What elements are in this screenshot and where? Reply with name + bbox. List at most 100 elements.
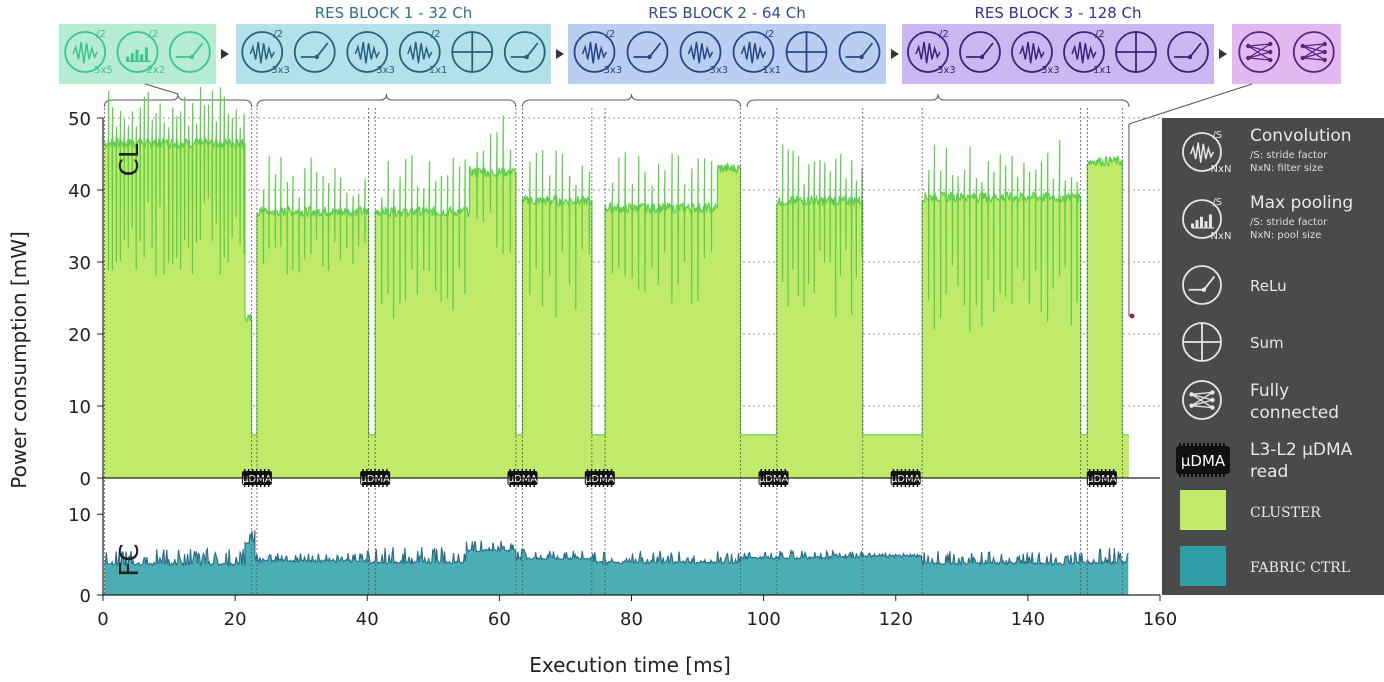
legend-sub: /S: stride factor	[1250, 150, 1328, 161]
icon-ring	[1292, 31, 1335, 73]
flow-arrow	[556, 49, 564, 59]
legend-sub: NxN: filter size	[1250, 163, 1323, 174]
flow-arrow	[891, 49, 899, 59]
fc-node	[1210, 397, 1215, 403]
conv-icon: 3x3	[1011, 31, 1060, 76]
wave-glyph	[407, 41, 433, 64]
dma-label: µDMA	[1087, 474, 1117, 485]
icon-ring	[626, 31, 669, 73]
legend-title: CLUSTER	[1250, 505, 1321, 521]
relu-icon	[838, 31, 881, 73]
legend: /S NxN Convolution/S: stride factor NxN: fi…	[1162, 118, 1384, 595]
fc-edge	[1302, 45, 1325, 53]
cluster-line	[103, 86, 1129, 436]
fc-marker-dot	[1129, 313, 1135, 319]
icon-ring	[959, 31, 1001, 73]
conv-icon: /S NxN	[1182, 130, 1232, 175]
wave-glyph	[581, 41, 608, 64]
legend-title: Fully	[1250, 381, 1289, 401]
conv-icon: /2 3x3	[241, 29, 290, 76]
fc-node	[1268, 49, 1273, 55]
legend-title: ReLu	[1250, 277, 1287, 295]
size-label: NxN	[1211, 164, 1232, 175]
y-axis-label: Power consumption [mW]	[7, 231, 31, 489]
network-diagram: /2 5x5/2 2x2 RES BLOCK 1 - 32 Ch/2 3x3 3x3/2 1…	[59, 4, 1341, 84]
size-label: 3x3	[376, 65, 395, 76]
block-res2: RES BLOCK 2 - 64 Ch/2 3x3 3x3/2 1x1	[568, 4, 886, 84]
x-tick-label: 20	[224, 609, 247, 630]
dma-icon: µDMA	[1176, 443, 1230, 477]
fc-edge	[1247, 43, 1271, 59]
dma-label: µDMA	[360, 474, 390, 485]
icon-ring	[1182, 199, 1222, 239]
stride-label: /2	[431, 29, 441, 40]
fc-node	[1300, 55, 1305, 61]
legend-title: FABRIC CTRL	[1250, 560, 1350, 576]
size-label: 3x3	[1041, 65, 1060, 76]
sum-icon	[785, 31, 828, 73]
block-stem: /2 5x5/2 2x2	[59, 24, 216, 84]
x-tick-label: 140	[1011, 609, 1045, 630]
cluster-panel: CL	[103, 86, 1160, 478]
fc-edge	[1302, 57, 1325, 61]
y-tick-label: 30	[68, 253, 91, 274]
relu-dot	[314, 54, 319, 60]
fc-node	[1268, 41, 1273, 47]
brace	[521, 93, 742, 108]
fc-node	[1210, 390, 1215, 395]
bar-glyph	[130, 53, 134, 62]
relu-dot	[1187, 54, 1193, 60]
pool-icon: /2 2x2	[116, 29, 166, 76]
fc-node	[1246, 55, 1251, 61]
fc-icon	[1292, 31, 1335, 73]
wave-glyph	[1071, 41, 1097, 64]
icon-ring	[241, 31, 284, 73]
relu-icon	[293, 31, 336, 73]
fc-connector	[1128, 83, 1253, 125]
stride-label: /S	[1212, 130, 1222, 141]
size-label: 2x2	[147, 65, 166, 76]
cluster-swatch	[1180, 490, 1226, 530]
icon-ring	[116, 31, 159, 73]
icon-ring	[346, 31, 389, 73]
icon-ring	[1238, 31, 1281, 73]
x-tick-label: 60	[488, 609, 511, 630]
y-tick-label: 40	[68, 181, 91, 202]
fc-edge	[1248, 57, 1271, 61]
sum-icon	[451, 31, 494, 73]
stride-label: /2	[1095, 29, 1105, 40]
relu-dot	[189, 54, 195, 60]
fc-node	[1210, 405, 1215, 410]
relu-dot	[979, 54, 985, 60]
y-tick-label: 0	[80, 469, 91, 490]
fc-edge	[1191, 393, 1213, 409]
fc-node	[1300, 43, 1305, 49]
icon-ring	[293, 31, 336, 73]
fc-edge	[1191, 391, 1213, 407]
y-tick-label: 20	[68, 325, 91, 346]
wave-glyph	[249, 41, 275, 64]
fabric-ctrl-panel: FC	[103, 530, 1129, 595]
bar-glyph	[1208, 214, 1212, 228]
flow-arrow	[1219, 49, 1227, 59]
fc-edge	[1248, 43, 1271, 47]
icon-ring	[1167, 31, 1209, 73]
dma-label: µDMA	[508, 474, 538, 485]
dma-chip-label: µDMA	[1181, 452, 1226, 470]
flow-arrow	[221, 49, 229, 59]
fc-node	[1246, 43, 1251, 49]
size-label: 3x3	[604, 65, 623, 76]
fc-panel-label: FC	[115, 543, 145, 576]
conv-icon: 3x3	[679, 31, 728, 76]
fc-icon	[1238, 31, 1281, 73]
cl-panel-label: CL	[115, 143, 145, 176]
legend-title: connected	[1250, 403, 1339, 423]
legend-title: Sum	[1250, 334, 1284, 352]
bar-glyph	[1204, 221, 1208, 228]
brace	[103, 93, 253, 108]
bar-glyph	[1191, 223, 1195, 228]
wave-glyph	[687, 41, 714, 64]
bar-glyph	[135, 49, 139, 62]
dma-label: µDMA	[759, 474, 789, 485]
